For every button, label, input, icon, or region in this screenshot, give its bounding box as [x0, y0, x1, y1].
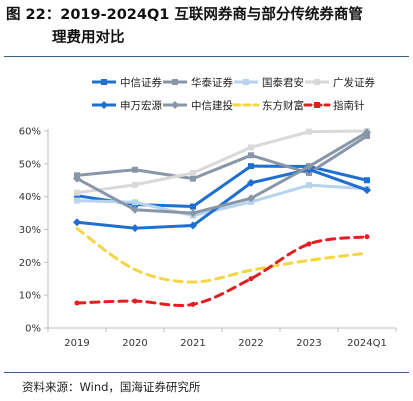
series-point — [363, 186, 371, 195]
series-point — [306, 128, 312, 135]
series-point — [247, 194, 255, 203]
legend-swatch-marker — [100, 101, 108, 109]
series-point — [74, 189, 80, 196]
series-point — [190, 170, 196, 177]
line-chart: 0% 10% 20% 30% 40% 50% 60% 2019 2020 2021 2022 2023… — [19, 76, 397, 349]
bottom-rule — [4, 372, 409, 373]
series-point — [132, 199, 138, 206]
series-line — [75, 227, 369, 284]
legend-swatch-marker — [171, 101, 179, 109]
y-tick-label: 0% — [25, 324, 41, 335]
series-point — [364, 234, 370, 240]
legend-label: 申万宏源 — [120, 99, 162, 112]
legend-label: 华泰证券 — [191, 76, 233, 89]
legend-swatch-marker — [101, 79, 107, 85]
series-point — [132, 298, 138, 304]
series-line — [76, 131, 368, 215]
x-tick-label: 2019 — [64, 338, 89, 349]
x-tick-label: 2024Q1 — [347, 338, 387, 349]
series-line — [76, 134, 368, 181]
y-tick-label: 10% — [19, 291, 41, 302]
series-point — [131, 205, 139, 214]
series-point — [248, 152, 254, 159]
series-point — [306, 182, 312, 189]
x-tick-label: 2023 — [296, 338, 321, 349]
x-tick-label: 2022 — [238, 338, 263, 349]
series-point — [73, 174, 81, 183]
series-point — [189, 221, 197, 230]
series-point — [190, 301, 196, 307]
series-point — [132, 181, 138, 188]
legend-label: 中信证券 — [120, 76, 162, 89]
series-point — [74, 197, 80, 204]
figure-title: 图 22：2019-2024Q1 互联网券商与部分传统券商管 理费用对比 — [6, 4, 408, 50]
series-line — [75, 235, 369, 307]
series-point — [363, 128, 371, 137]
series-point — [247, 178, 255, 187]
series-line — [76, 183, 368, 218]
source-note: 资料来源：Wind，国海证券研究所 — [22, 380, 201, 394]
legend-label: 广发证券 — [333, 76, 375, 89]
legend-label: 中信建投 — [191, 99, 233, 112]
series-point — [364, 177, 370, 184]
series-point — [248, 276, 254, 282]
series-line — [76, 129, 368, 195]
legend-label: 东方财富 — [262, 99, 304, 112]
series-point — [190, 175, 196, 182]
x-tick-label: 2021 — [180, 338, 205, 349]
y-tick-label: 30% — [19, 225, 41, 236]
y-tick-label: 40% — [19, 192, 41, 203]
series-point — [73, 218, 81, 227]
legend-swatch-marker — [243, 79, 249, 85]
legend-label: 国泰君安 — [262, 76, 304, 89]
y-tick-label: 20% — [19, 258, 41, 269]
series-point — [248, 163, 254, 170]
legend-swatch-marker — [172, 79, 178, 85]
y-tick-label: 50% — [19, 159, 41, 170]
x-tick-label: 2020 — [122, 338, 147, 349]
series-point — [305, 162, 313, 171]
series-point — [248, 144, 254, 151]
series-point — [131, 224, 139, 233]
series-point — [189, 209, 197, 218]
legend-swatch-marker — [314, 79, 320, 85]
y-tick-label: 60% — [19, 127, 41, 138]
series-line — [76, 167, 368, 230]
legend-label: 指南针 — [333, 99, 365, 112]
legend-swatch-marker — [314, 102, 320, 108]
top-rule — [4, 56, 409, 57]
series-point — [74, 300, 80, 306]
series-point — [190, 203, 196, 210]
series-point — [306, 241, 312, 247]
figure-title-line-2: 理费用对比 — [52, 30, 125, 46]
series-point — [132, 166, 138, 173]
figure-title-line-1: 图 22：2019-2024Q1 互联网券商与部分传统券商管 — [6, 7, 363, 23]
